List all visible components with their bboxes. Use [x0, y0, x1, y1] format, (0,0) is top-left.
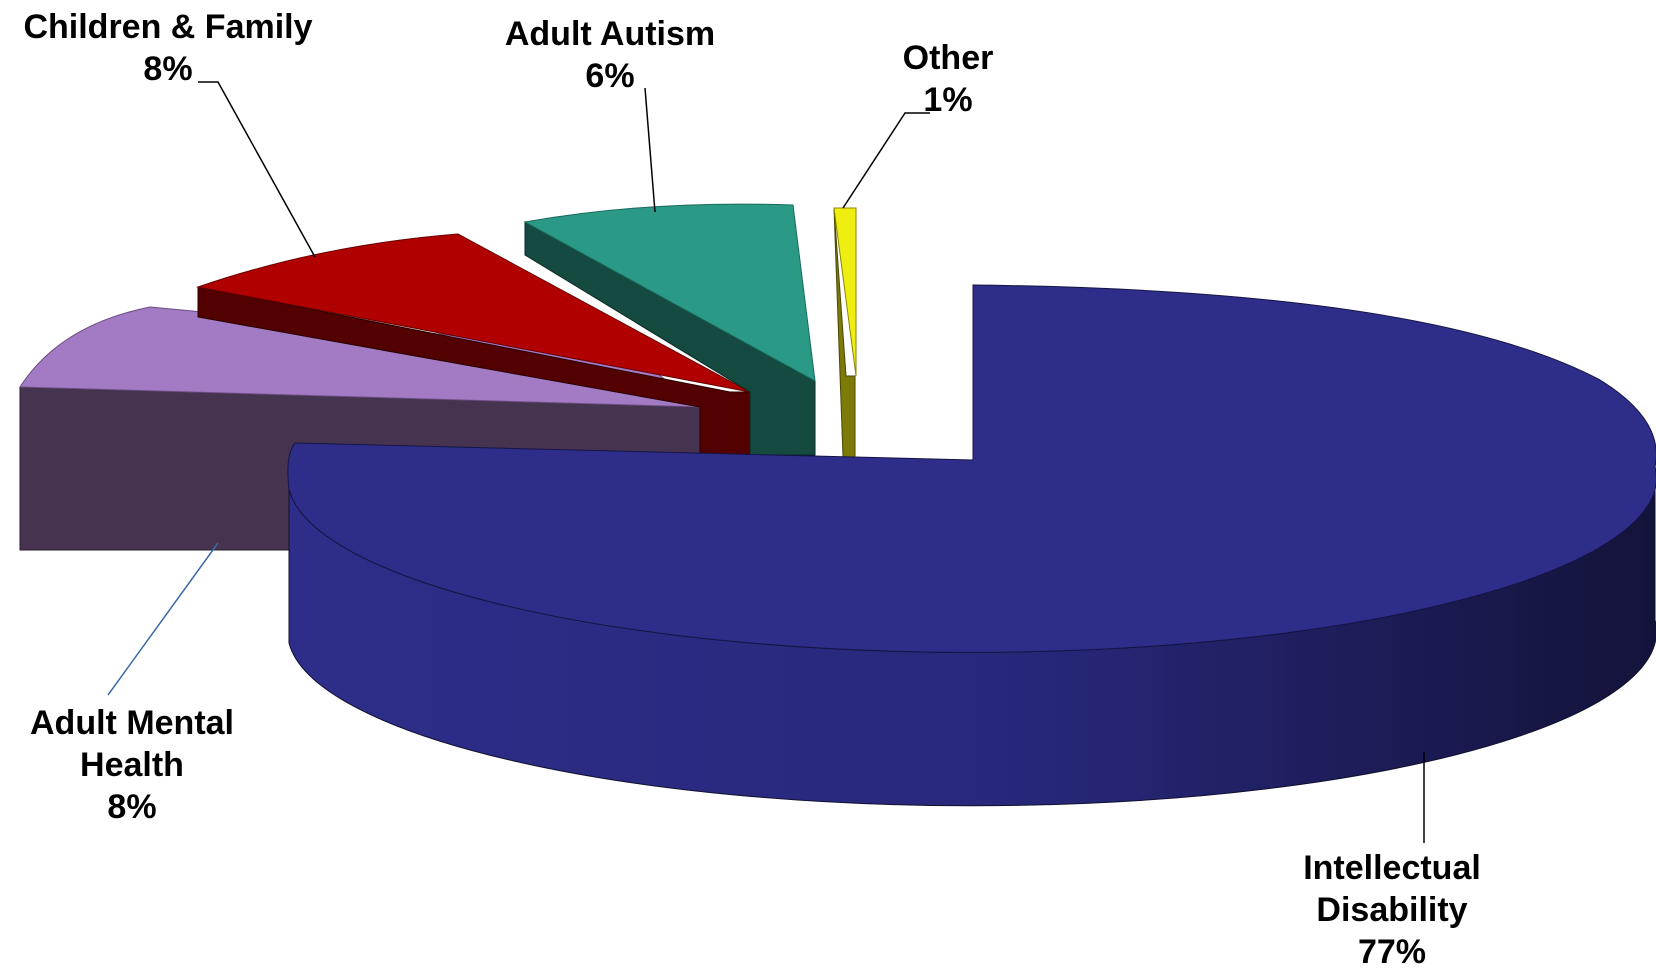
leader-line-other — [842, 112, 930, 209]
label-value: 1% — [923, 81, 973, 119]
data-label-adult-mental-health: Adult Mental Health 8% — [30, 702, 234, 828]
label-value: 8% — [107, 788, 157, 826]
label-name: Adult Autism — [504, 15, 716, 53]
label-value: 8% — [143, 50, 193, 88]
slice-top — [287, 284, 1656, 653]
slice-top — [196, 233, 751, 393]
leader-line-children-family — [198, 81, 316, 258]
label-name-line1: Intellectual — [1303, 849, 1481, 887]
data-label-adult-autism: Adult Autism 6% — [505, 13, 715, 97]
pie-slice-other — [833, 207, 857, 458]
leader-line-adult-mental-health — [107, 542, 219, 696]
data-label-intellectual-disability: Intellectual Disability 77% — [1303, 847, 1481, 973]
pie-slice-adult-autism — [523, 203, 816, 456]
label-value: 77% — [1357, 933, 1427, 971]
label-name: Other — [902, 39, 994, 77]
pie-slice-intellectual-disability — [287, 284, 1656, 807]
label-value: 6% — [585, 57, 635, 95]
data-label-children-family: Children & Family 8% — [23, 6, 312, 90]
label-name-line2: Health — [80, 746, 184, 784]
slice-top — [19, 306, 702, 408]
slice-side — [833, 207, 856, 458]
label-name: Children & Family — [23, 8, 313, 46]
slice-top — [833, 207, 857, 377]
label-name-line1: Adult Mental — [30, 704, 234, 742]
data-label-other: Other 1% — [903, 37, 994, 121]
slice-top — [523, 203, 816, 382]
leader-line-adult-autism — [644, 87, 656, 213]
leader-lines — [107, 81, 1425, 843]
label-name-line2: Disability — [1316, 891, 1468, 929]
